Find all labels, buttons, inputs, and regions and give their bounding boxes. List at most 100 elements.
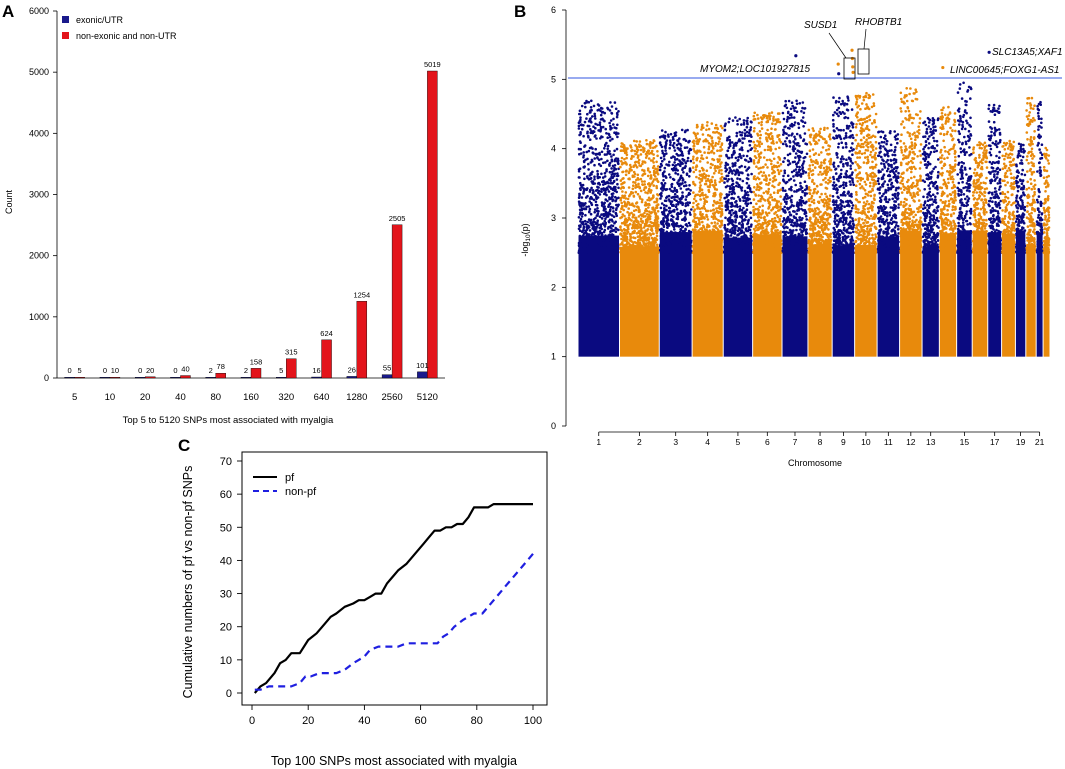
bar-nonexonic-5 bbox=[74, 377, 85, 379]
data-label-nonexonic-80: 78 bbox=[217, 362, 225, 371]
panel-a-xtick-label: 5 bbox=[72, 392, 77, 403]
chr-block-10 bbox=[855, 244, 877, 357]
chr-points-2 bbox=[619, 139, 660, 254]
legend-label-exonic: exonic/UTR bbox=[76, 15, 124, 25]
significant-point-6 bbox=[851, 70, 855, 74]
panel-a-data-labels: 0 5 0 10 0 20 0 40 2 78 21585315166242612545525051… bbox=[68, 60, 441, 375]
chr-points-8 bbox=[807, 126, 833, 254]
data-label-nonexonic-10: 10 bbox=[111, 366, 119, 375]
panel-b-xtick-label: 6 bbox=[765, 437, 770, 447]
chr-block-7 bbox=[782, 236, 808, 357]
data-label-exonic-20: 0 bbox=[138, 366, 142, 375]
panel-b-ytick-label: 5 bbox=[551, 74, 556, 84]
chr-block-18 bbox=[1002, 233, 1015, 357]
significant-point-8 bbox=[987, 50, 991, 54]
chr-block-8 bbox=[808, 244, 832, 357]
ylabel-tail: (p) bbox=[520, 223, 530, 234]
data-label-exonic-10: 0 bbox=[103, 366, 107, 375]
panel-b-xtick-label: 8 bbox=[818, 437, 823, 447]
panel-b-ytick-label: 0 bbox=[551, 421, 556, 431]
panel-b-xtick-label: 15 bbox=[960, 437, 970, 447]
legend-swatch-exonic bbox=[62, 16, 69, 23]
chr-points-10 bbox=[854, 91, 878, 254]
panel-a-xtick-label: 40 bbox=[175, 392, 186, 403]
data-label-nonexonic-1280: 1254 bbox=[353, 290, 370, 299]
chr-block-12 bbox=[900, 230, 922, 357]
legend-swatch-nonexonic bbox=[62, 32, 69, 39]
chr-points-1 bbox=[577, 99, 620, 254]
bar-exonic-640 bbox=[311, 376, 322, 379]
bar-nonexonic-5120 bbox=[427, 70, 438, 379]
legend-label-pf: pf bbox=[285, 472, 295, 484]
panel-b-xtick-label: 17 bbox=[990, 437, 1000, 447]
panel-a-ytick-label: 1000 bbox=[29, 312, 49, 322]
bar-exonic-10 bbox=[99, 377, 111, 379]
bar-exonic-320 bbox=[276, 377, 287, 379]
panel-c-xtick-label: 0 bbox=[249, 715, 255, 727]
data-label-exonic-80: 2 bbox=[209, 366, 213, 375]
chr-block-14 bbox=[939, 233, 957, 357]
bar-nonexonic-80 bbox=[215, 373, 226, 379]
panel-b-xtick-label: 19 bbox=[1016, 437, 1026, 447]
panel-a-ytick-label: 0 bbox=[44, 373, 49, 383]
chr-block-11 bbox=[877, 236, 900, 357]
bar-nonexonic-1280 bbox=[356, 301, 368, 379]
panel-a-xtick-label: 2560 bbox=[382, 392, 403, 403]
panel-b-ylabel: -log10(p) bbox=[520, 223, 532, 256]
panel-a-bar-chart: 0 5 0 10 0 20 0 40 2 78 21585315166242612545525051… bbox=[4, 6, 445, 426]
significant-point-3 bbox=[850, 48, 854, 52]
panel-c-xtick-label: 20 bbox=[302, 715, 314, 727]
chr-block-9 bbox=[832, 245, 855, 357]
panel-b-xtick-label: 7 bbox=[793, 437, 798, 447]
data-label-exonic-160: 2 bbox=[244, 366, 248, 375]
chr-points-6 bbox=[752, 111, 783, 254]
data-label-nonexonic-2560: 2505 bbox=[389, 214, 406, 223]
data-label-nonexonic-640: 624 bbox=[320, 329, 333, 338]
chr-points-18 bbox=[1001, 139, 1016, 254]
panel-label-c: C bbox=[178, 436, 190, 455]
chr-points-5 bbox=[722, 116, 754, 254]
bar-exonic-20 bbox=[134, 377, 146, 379]
panel-c-xtick-label: 100 bbox=[524, 715, 542, 727]
panel-b-xtick-label: 4 bbox=[705, 437, 710, 447]
chr-block-6 bbox=[753, 234, 782, 357]
bar-nonexonic-20 bbox=[144, 376, 156, 379]
panel-a-xtick-label: 20 bbox=[140, 392, 151, 403]
panel-c-ytick-label: 70 bbox=[220, 456, 232, 468]
panel-c-xtick-label: 60 bbox=[414, 715, 426, 727]
chr-points-14 bbox=[938, 105, 958, 254]
panel-a-xtick-label: 640 bbox=[314, 392, 330, 403]
chr-points-13 bbox=[921, 116, 940, 254]
panel-b-xtick-label: 9 bbox=[841, 437, 846, 447]
significant-point-1 bbox=[836, 62, 840, 66]
annotation-myom2: MYOM2;LOC101927815 bbox=[700, 64, 811, 75]
rhobtb1-highlight-box bbox=[857, 48, 870, 75]
panel-c-ytick-label: 40 bbox=[220, 555, 232, 567]
chr-points-19 bbox=[1014, 142, 1027, 254]
data-label-exonic-40: 0 bbox=[173, 366, 177, 375]
panel-a-xlabel: Top 5 to 5120 SNPs most associated with … bbox=[123, 415, 334, 426]
panel-b-ytick-label: 3 bbox=[551, 213, 556, 223]
panel-a-bars bbox=[64, 70, 438, 379]
line-pf bbox=[253, 503, 533, 694]
bar-exonic-160 bbox=[240, 377, 252, 379]
chr-block-1 bbox=[578, 235, 619, 357]
data-label-nonexonic-40: 40 bbox=[181, 365, 189, 374]
panel-b-xlabel: Chromosome bbox=[788, 458, 842, 468]
chr-points-7 bbox=[781, 99, 809, 254]
data-label-exonic-5120: 101 bbox=[416, 361, 429, 370]
panel-a-xtick-label: 1280 bbox=[346, 392, 367, 403]
panel-a-ytick-label: 2000 bbox=[29, 251, 49, 261]
chr-block-15 bbox=[957, 230, 972, 357]
panel-a-ytick-label: 5000 bbox=[29, 67, 49, 77]
line-non-pf bbox=[254, 553, 534, 691]
susd1-leader-line bbox=[828, 32, 847, 59]
chr-block-19 bbox=[1015, 230, 1026, 357]
panel-b-xtick-label: 13 bbox=[926, 437, 936, 447]
chr-points-22 bbox=[1042, 146, 1051, 254]
bar-nonexonic-640 bbox=[321, 339, 332, 379]
data-label-nonexonic-5: 5 bbox=[78, 366, 82, 375]
panel-a-ytick-label: 3000 bbox=[29, 190, 49, 200]
